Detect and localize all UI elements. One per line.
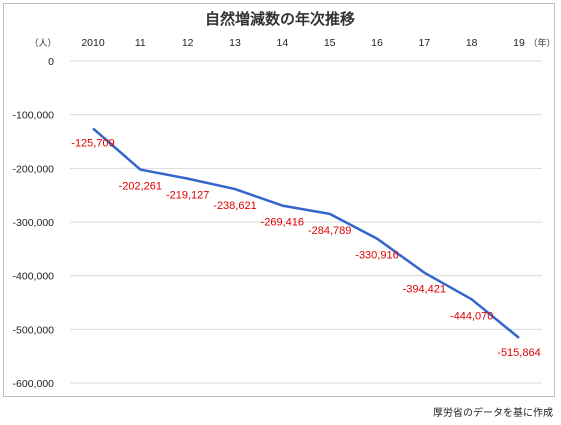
y-tick-label: 0 (48, 56, 54, 68)
y-tick-label: -300,000 (13, 217, 55, 229)
series-line-path (92, 127, 520, 339)
y-tick-label: -200,000 (13, 163, 55, 175)
series-line (92, 127, 520, 339)
data-label: -284,789 (308, 225, 351, 237)
x-unit-label: （年） (528, 37, 555, 49)
x-tick-label: 15 (324, 37, 336, 49)
y-unit-label: （人） (29, 38, 56, 49)
x-axis-ticks: 2010 11 12 13 14 15 16 17 18 19 (81, 37, 525, 49)
x-tick-label: 2010 (81, 37, 105, 49)
y-axis-ticks: 0 -100,000 -200,000 -300,000 -400,000 -500,00… (13, 56, 55, 390)
x-tick-label: 17 (418, 37, 430, 49)
grid-lines (70, 60, 542, 384)
y-tick-label: -600,000 (13, 378, 55, 390)
x-tick-label: 14 (276, 37, 288, 49)
data-label: -515,864 (497, 347, 540, 359)
y-tick-label: -500,000 (13, 324, 55, 336)
data-label: -125,709 (71, 137, 114, 149)
data-label: -330,916 (355, 250, 398, 262)
y-tick-label: -100,000 (13, 110, 55, 122)
data-label: -202,261 (119, 181, 162, 193)
data-labels: -125,709 -202,261 -219,127 -238,621 -269,416… (71, 137, 540, 358)
data-label: -219,127 (166, 190, 209, 202)
chart-title: 自然増減数の年次推移 (205, 10, 355, 28)
source-note: 厚労省のデータを基に作成 (433, 408, 553, 419)
x-tick-label: 18 (466, 37, 478, 49)
chart-frame (3, 3, 555, 397)
data-label: -238,621 (213, 200, 256, 212)
x-tick-label: 19 (513, 37, 525, 49)
x-tick-label: 16 (371, 37, 383, 49)
x-tick-label: 12 (182, 37, 194, 49)
x-tick-label: 13 (229, 37, 241, 49)
data-label: -394,421 (403, 284, 446, 296)
y-tick-label: -400,000 (13, 271, 55, 283)
data-label: -444,070 (450, 310, 493, 322)
x-tick-label: 11 (135, 37, 146, 49)
data-label: -269,416 (261, 217, 304, 229)
